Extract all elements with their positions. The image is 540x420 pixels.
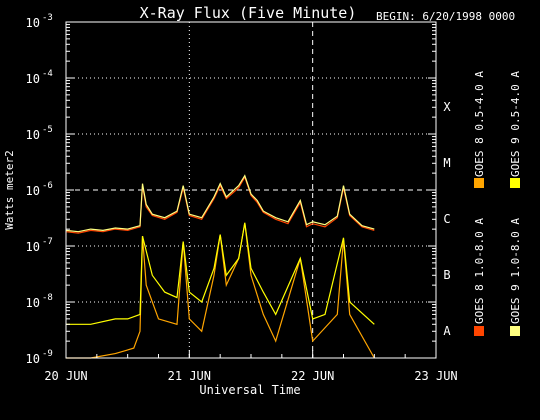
x-tick-label: 20 JUN <box>44 369 87 383</box>
series-line-2 <box>66 222 375 359</box>
y-tick-label: 10 <box>26 296 40 310</box>
flare-class-label: X <box>443 100 451 114</box>
y-tick-exponent: -4 <box>42 69 53 79</box>
y-tick-label: 10 <box>26 184 40 198</box>
flare-class-label: C <box>443 212 450 226</box>
y-tick-exponent: -6 <box>42 181 53 191</box>
legend-swatch <box>510 326 520 336</box>
series-line-1 <box>65 175 375 234</box>
y-tick-label: 10 <box>26 352 40 366</box>
legend-label: GOES 9 0.5-4.0 A <box>509 71 522 177</box>
x-axis-label: Universal Time <box>199 383 300 397</box>
series-line-4 <box>66 222 375 325</box>
plot-area: 10-910-810-710-610-510-410 -320 JUN 21 JUN… <box>26 13 458 383</box>
legend-swatch <box>510 178 520 188</box>
legend-label: GOES 8 0.5-4.0 A <box>473 71 486 177</box>
flare-class-label: A <box>443 324 451 338</box>
series-line-3 <box>65 174 375 233</box>
y-tick-exponent: -3 <box>42 13 53 23</box>
y-tick-label: 10 <box>26 240 40 254</box>
chart-title: X-Ray Flux (Five Minute) <box>140 4 357 22</box>
legend-label: GOES 9 1.0-8.0 A <box>509 218 522 324</box>
x-tick-label: 21 JUN <box>168 369 211 383</box>
y-tick-exponent: -5 <box>42 125 53 135</box>
legend-label: GOES 8 1.0-8.0 A <box>473 218 486 324</box>
legend-swatch <box>474 326 484 336</box>
y-tick-label: 10 <box>26 16 40 30</box>
x-tick-label: 23 JUN <box>414 369 457 383</box>
y-tick-exponent: -7 <box>42 237 53 247</box>
begin-label: BEGIN: 6/20/1998 0000 <box>376 10 515 23</box>
legend-swatch <box>474 178 484 188</box>
y-tick-label: 10 <box>26 128 40 142</box>
y-tick-exponent: -8 <box>42 293 53 303</box>
y-tick-label: 10 <box>26 72 40 86</box>
y-tick-exponent: -9 <box>42 349 53 359</box>
flare-class-label: B <box>443 268 450 282</box>
flare-class-label: M <box>443 156 450 170</box>
legend: GOES 8 1.0-8.0 A GOES 8 0.5-4.0 A GOES 9 1… <box>473 71 522 336</box>
x-tick-label: 22 JUN <box>291 369 334 383</box>
y-axis-label: Watts meter2 <box>3 150 16 229</box>
